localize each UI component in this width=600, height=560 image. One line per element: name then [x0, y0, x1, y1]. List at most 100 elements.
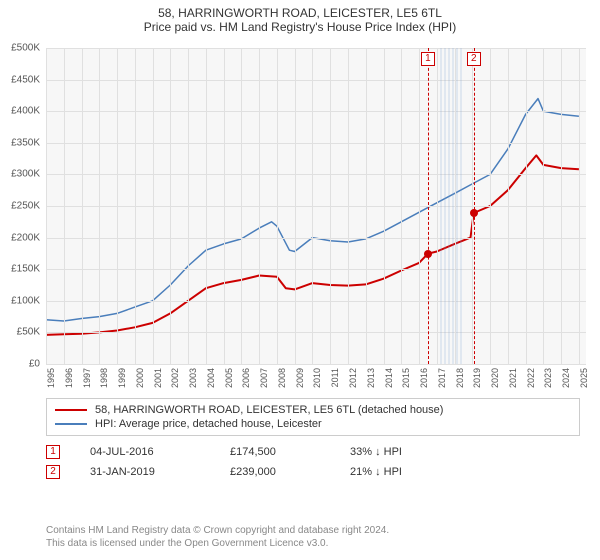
- event-number: 2: [46, 465, 60, 479]
- grid-line-v: [419, 48, 420, 364]
- x-tick-label: 2007: [259, 368, 269, 388]
- grid-line-v: [295, 48, 296, 364]
- x-tick-label: 2021: [508, 368, 518, 388]
- x-tick-label: 2005: [224, 368, 234, 388]
- grid-line-h: [46, 174, 586, 175]
- y-tick-label: £100K: [11, 295, 40, 306]
- x-tick-label: 2000: [135, 368, 145, 388]
- x-tick-label: 1998: [99, 368, 109, 388]
- grid-line-v: [437, 48, 438, 364]
- page-subtitle: Price paid vs. HM Land Registry's House …: [0, 20, 600, 40]
- grid-line-v: [561, 48, 562, 364]
- grid-line-h: [46, 364, 586, 365]
- x-tick-label: 2019: [472, 368, 482, 388]
- x-tick-label: 2001: [153, 368, 163, 388]
- x-tick-label: 1995: [46, 368, 56, 388]
- grid-line-v: [312, 48, 313, 364]
- grid-line-h: [46, 111, 586, 112]
- x-tick-label: 2012: [348, 368, 358, 388]
- grid-line-v: [526, 48, 527, 364]
- grid-line-h: [46, 48, 586, 49]
- y-tick-label: £250K: [11, 201, 40, 212]
- event-row: 2 31-JAN-2019 £239,000 21% ↓ HPI: [46, 462, 580, 482]
- grid-line-v: [135, 48, 136, 364]
- footer-line-2: This data is licensed under the Open Gov…: [46, 537, 580, 550]
- event-box-2: 2: [467, 52, 481, 66]
- x-tick-label: 2004: [206, 368, 216, 388]
- footer-line-1: Contains HM Land Registry data © Crown c…: [46, 524, 580, 537]
- grid-line-v: [508, 48, 509, 364]
- x-tick-label: 2011: [330, 368, 340, 387]
- grid-line-h: [46, 332, 586, 333]
- grid-line-h: [46, 80, 586, 81]
- event-price: £174,500: [230, 446, 320, 458]
- page-title: 58, HARRINGWORTH ROAD, LEICESTER, LE5 6T…: [0, 0, 600, 20]
- grid-line-v: [224, 48, 225, 364]
- grid-line-v: [348, 48, 349, 364]
- x-tick-label: 2022: [526, 368, 536, 388]
- grid-line-v: [384, 48, 385, 364]
- x-tick-label: 2025: [579, 368, 589, 388]
- x-tick-label: 2002: [170, 368, 180, 388]
- y-tick-label: £350K: [11, 137, 40, 148]
- legend-swatch: [55, 423, 87, 425]
- x-tick-label: 2010: [312, 368, 322, 388]
- event-pct: 33% ↓ HPI: [350, 446, 460, 458]
- x-tick-label: 1997: [82, 368, 92, 388]
- events-table: 1 04-JUL-2016 £174,500 33% ↓ HPI 2 31-JAN-201…: [46, 442, 580, 482]
- y-tick-label: £450K: [11, 74, 40, 85]
- uncertainty-band: [440, 48, 463, 364]
- chart: £0£50K£100K£150K£200K£250K£300K£350K£400…: [46, 48, 586, 388]
- x-tick-label: 2008: [277, 368, 287, 388]
- event-row: 1 04-JUL-2016 £174,500 33% ↓ HPI: [46, 442, 580, 462]
- y-tick-label: £300K: [11, 169, 40, 180]
- marker-2: [470, 209, 478, 217]
- event-price: £239,000: [230, 466, 320, 478]
- x-tick-label: 2020: [490, 368, 500, 388]
- x-tick-label: 2024: [561, 368, 571, 388]
- grid-line-v: [259, 48, 260, 364]
- event-pct: 21% ↓ HPI: [350, 466, 460, 478]
- grid-line-v: [277, 48, 278, 364]
- event-box-1: 1: [421, 52, 435, 66]
- x-tick-label: 2009: [295, 368, 305, 388]
- grid-line-v: [206, 48, 207, 364]
- grid-line-v: [188, 48, 189, 364]
- y-tick-label: £500K: [11, 43, 40, 54]
- y-tick-label: £0: [29, 359, 40, 370]
- x-tick-label: 2014: [384, 368, 394, 388]
- event-line-2: [474, 48, 475, 364]
- grid-line-v: [99, 48, 100, 364]
- grid-line-v: [330, 48, 331, 364]
- x-tick-label: 2015: [401, 368, 411, 388]
- grid-line-v: [46, 48, 47, 364]
- legend-label: HPI: Average price, detached house, Leic…: [95, 418, 322, 430]
- grid-line-h: [46, 143, 586, 144]
- grid-line-h: [46, 206, 586, 207]
- legend-swatch: [55, 409, 87, 411]
- plot-area: £0£50K£100K£150K£200K£250K£300K£350K£400…: [46, 48, 586, 364]
- footer: Contains HM Land Registry data © Crown c…: [46, 524, 580, 550]
- x-tick-label: 2013: [366, 368, 376, 388]
- x-tick-label: 2018: [455, 368, 465, 388]
- x-tick-label: 1996: [64, 368, 74, 388]
- event-date: 04-JUL-2016: [90, 446, 200, 458]
- y-tick-label: £200K: [11, 232, 40, 243]
- grid-line-v: [579, 48, 580, 364]
- x-tick-label: 2017: [437, 368, 447, 388]
- grid-line-v: [490, 48, 491, 364]
- y-tick-label: £400K: [11, 106, 40, 117]
- x-tick-label: 2016: [419, 368, 429, 388]
- y-tick-label: £50K: [17, 327, 40, 338]
- event-date: 31-JAN-2019: [90, 466, 200, 478]
- grid-line-v: [153, 48, 154, 364]
- event-number: 1: [46, 445, 60, 459]
- grid-line-v: [170, 48, 171, 364]
- event-line-1: [428, 48, 429, 364]
- y-tick-label: £150K: [11, 264, 40, 275]
- x-tick-label: 1999: [117, 368, 127, 388]
- legend-label: 58, HARRINGWORTH ROAD, LEICESTER, LE5 6T…: [95, 404, 443, 416]
- grid-line-v: [64, 48, 65, 364]
- grid-line-h: [46, 301, 586, 302]
- grid-line-v: [543, 48, 544, 364]
